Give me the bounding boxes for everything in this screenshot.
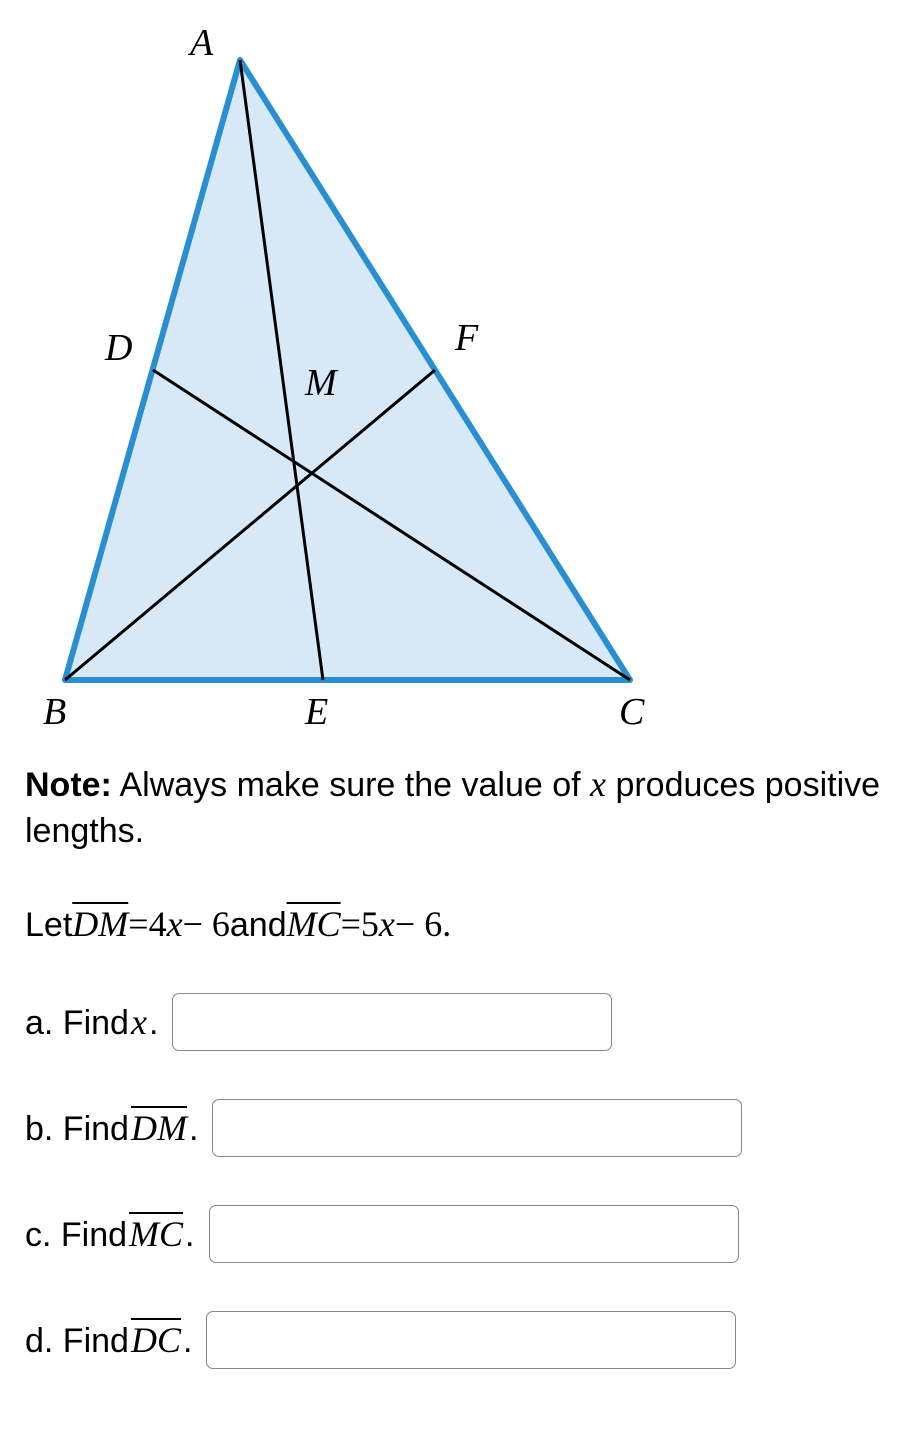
qc-prefix: c. Find [25, 1216, 127, 1255]
given-let: Let [25, 906, 72, 945]
qc-suffix: . [185, 1216, 194, 1255]
given-eq1: = [128, 903, 148, 945]
given-line: Let DM = 4x − 6 and MC = 5x − 6. [25, 903, 897, 945]
note-text: Note: Always make sure the value of x pr… [25, 760, 897, 855]
label-a: A [187, 22, 214, 64]
note-var: x [590, 764, 606, 804]
label-d: D [104, 327, 132, 369]
label-m: M [304, 362, 339, 404]
label-f: F [454, 317, 479, 359]
qb-suffix: . [189, 1110, 198, 1149]
note-prefix: Note: [25, 766, 112, 804]
given-expr2-var: x [379, 903, 395, 945]
qb-seg: DM [131, 1108, 187, 1148]
given-expr1-var: x [167, 903, 183, 945]
question-b-label: b. Find DM. [25, 1107, 198, 1149]
question-a-row: a. Find x. [25, 993, 897, 1051]
triangle-svg: A B C D E F M [25, 20, 665, 740]
qb-prefix: b. Find [25, 1110, 129, 1149]
note-before: Always make sure the value of [112, 766, 590, 804]
given-expr2-coef: 5 [361, 903, 379, 945]
qa-prefix: a. Find [25, 1004, 129, 1043]
label-c: C [619, 691, 645, 733]
label-b: B [43, 691, 66, 733]
qa-suffix: . [149, 1004, 158, 1043]
given-seg1: DM [72, 904, 128, 944]
given-and: and [230, 906, 287, 945]
triangle-diagram: A B C D E F M [25, 20, 665, 740]
answer-input-d[interactable] [206, 1311, 736, 1369]
given-expr1-coef: 4 [149, 903, 167, 945]
qd-seg: DC [131, 1320, 181, 1360]
answer-input-b[interactable] [212, 1099, 742, 1157]
qc-seg: MC [129, 1214, 183, 1254]
given-expr1-rest: − 6 [183, 903, 230, 945]
given-expr2-rest: − 6. [395, 903, 451, 945]
question-b-row: b. Find DM. [25, 1099, 897, 1157]
qd-suffix: . [183, 1322, 192, 1361]
question-c-label: c. Find MC. [25, 1213, 195, 1255]
qd-prefix: d. Find [25, 1322, 129, 1361]
question-c-row: c. Find MC. [25, 1205, 897, 1263]
label-e: E [304, 691, 328, 733]
answer-input-a[interactable] [172, 993, 612, 1051]
qa-var: x [131, 1001, 147, 1043]
question-d-row: d. Find DC. [25, 1311, 897, 1369]
question-a-label: a. Find x. [25, 1001, 158, 1043]
given-eq2: = [341, 903, 361, 945]
triangle-fill [65, 60, 630, 680]
question-d-label: d. Find DC. [25, 1319, 192, 1361]
answer-input-c[interactable] [209, 1205, 739, 1263]
given-seg2: MC [287, 904, 341, 944]
